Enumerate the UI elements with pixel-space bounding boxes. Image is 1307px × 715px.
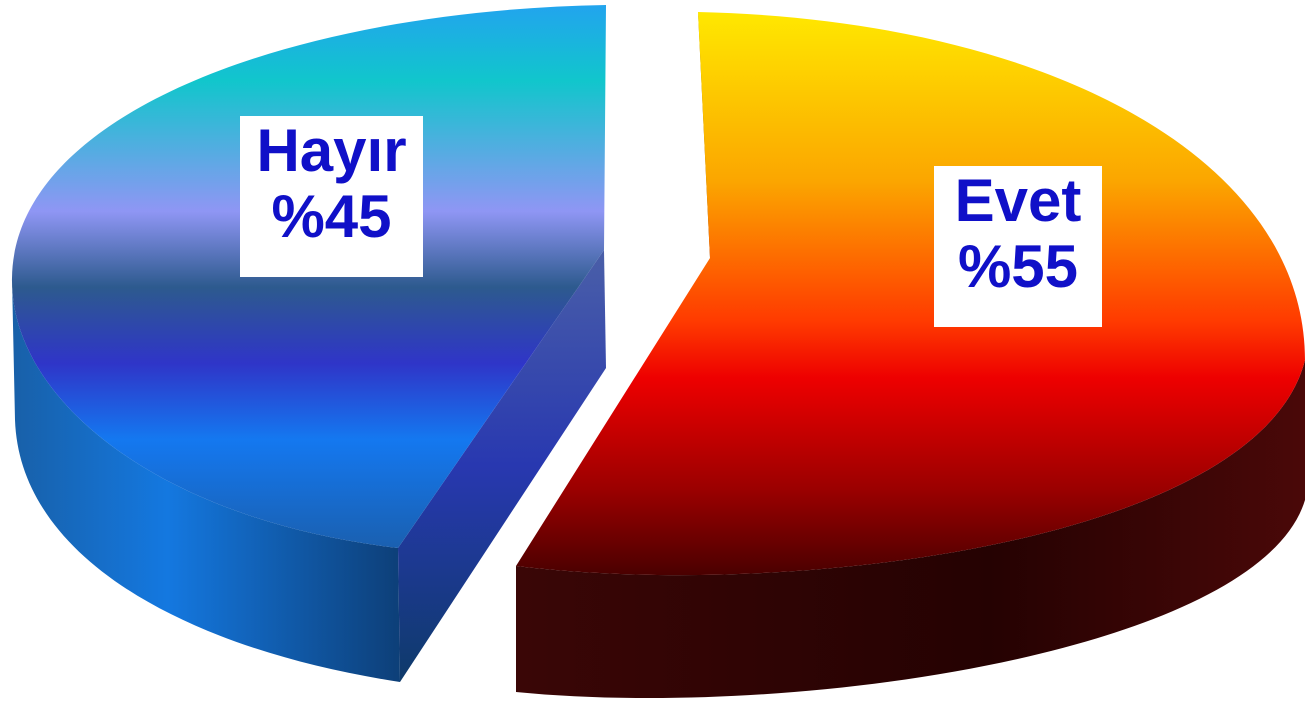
- pie-slice-evet-side: [516, 360, 1305, 699]
- data-label-hayir-category: Hayır: [256, 117, 407, 184]
- data-label-hayir: Hayır %45: [240, 116, 423, 277]
- pie-slice-hayir-cut-face: [398, 250, 606, 682]
- pie-slice-hayir-side: [11, 278, 400, 682]
- data-label-evet-category: Evet: [954, 167, 1082, 234]
- data-label-evet: Evet %55: [934, 166, 1102, 327]
- data-label-hayir-percent: %45: [271, 183, 392, 250]
- pie-slice-evet-top: [516, 12, 1305, 576]
- pie-slice-evet: [516, 12, 1305, 699]
- data-label-evet-percent: %55: [957, 233, 1079, 300]
